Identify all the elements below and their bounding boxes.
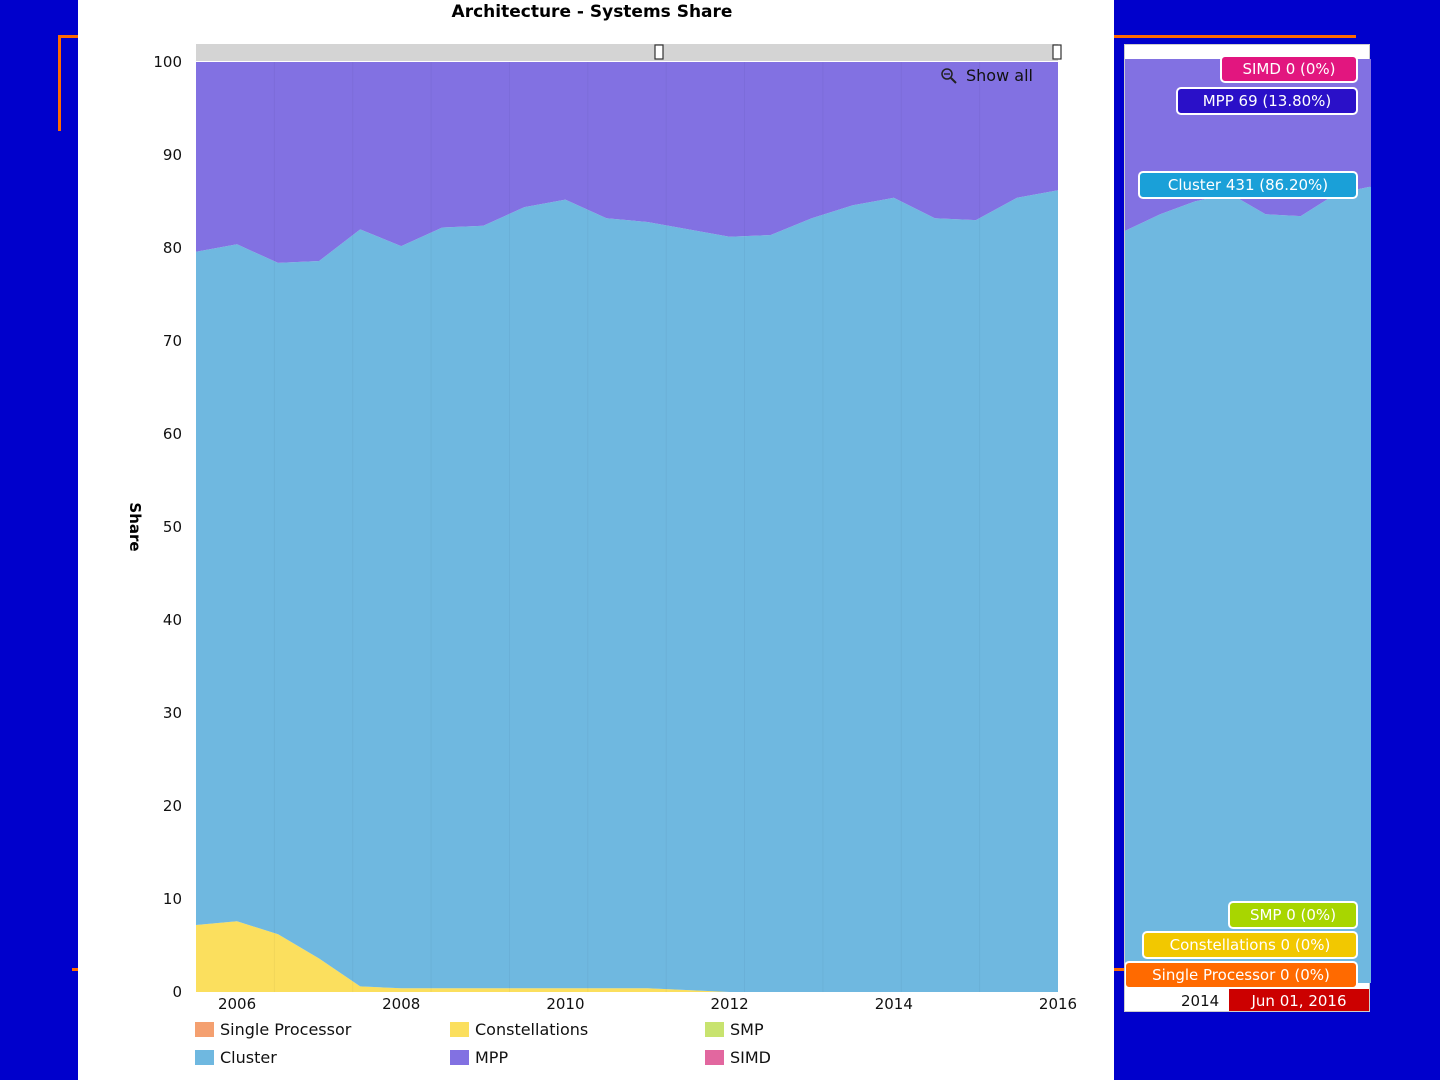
x-tick-label: 2006 xyxy=(218,995,256,1013)
legend-swatch xyxy=(450,1022,469,1037)
legend-swatch xyxy=(705,1022,724,1037)
y-tick-label: 70 xyxy=(163,332,182,350)
scrollbar-left-handle[interactable] xyxy=(654,44,664,60)
balloon-text: Cluster 431 (86.20%) xyxy=(1168,176,1328,194)
balloon-text: SMP 0 (0%) xyxy=(1250,906,1336,924)
side-area-cluster xyxy=(1125,186,1371,983)
legend-item-single-processor[interactable]: Single Processor xyxy=(195,1020,352,1039)
balloon-bg xyxy=(1125,961,1358,989)
area-chart: 0 10 20 30 40 50 60 70 80 90 100 2006 2008 2010 2012 2… xyxy=(126,44,1077,1067)
legend-label: SIMD xyxy=(730,1048,771,1067)
y-tick-label: 10 xyxy=(163,890,182,908)
balloon-bg xyxy=(1220,55,1358,83)
area-series-constellations[interactable] xyxy=(196,921,1058,992)
x-tick-label: 2014 xyxy=(875,995,913,1013)
balloon-text: MPP 69 (13.80%) xyxy=(1203,92,1332,110)
hover-panel: SIMD 0 (0%) MPP 69 (13.80%) Cluster 431 (8… xyxy=(1124,44,1371,1012)
balloon-text: SIMD 0 (0%) xyxy=(1242,60,1335,78)
date-label-bg xyxy=(1229,989,1369,1011)
scrollbar[interactable] xyxy=(196,44,1062,61)
y-axis-label: Share xyxy=(126,502,144,551)
y-tick-label: 40 xyxy=(163,611,182,629)
y-tick-label: 30 xyxy=(163,704,182,722)
x-tick-label: 2012 xyxy=(711,995,749,1013)
x-tick-label: 2008 xyxy=(382,995,420,1013)
orange-left-line xyxy=(58,35,61,131)
scrollbar-right-handle[interactable] xyxy=(1052,44,1062,60)
legend-label: Cluster xyxy=(220,1048,277,1067)
balloon-bg xyxy=(1228,901,1358,929)
area-series-cluster[interactable] xyxy=(196,190,1058,993)
area-series-mpp[interactable] xyxy=(196,62,1058,263)
balloon-text: Single Processor 0 (0%) xyxy=(1152,966,1330,984)
balloon-simd: SIMD 0 (0%) xyxy=(1220,55,1358,83)
legend-label: MPP xyxy=(475,1048,508,1067)
balloon-text: Constellations 0 (0%) xyxy=(1170,936,1331,954)
y-tick-label: 60 xyxy=(163,425,182,443)
legend-item-smp[interactable]: SMP xyxy=(705,1020,764,1039)
balloon-constellations: Constellations 0 (0%) xyxy=(1142,931,1358,959)
chart-panel: Architecture - Systems Share 0 10 20 30 40 50… xyxy=(78,0,1114,1080)
balloon-cluster: Cluster 431 (86.20%) xyxy=(1138,171,1358,199)
legend-label: Constellations xyxy=(475,1020,588,1039)
legend-label: SMP xyxy=(730,1020,764,1039)
legend-item-constellations[interactable]: Constellations xyxy=(450,1020,588,1039)
date-label: Jun 01, 2016 xyxy=(1250,992,1346,1010)
balloon-mpp: MPP 69 (13.80%) xyxy=(1176,87,1358,115)
balloon-bg xyxy=(1138,171,1358,199)
balloon-single: Single Processor 0 (0%) xyxy=(1125,961,1358,989)
legend-item-simd[interactable]: SIMD xyxy=(705,1048,771,1067)
balloon-smp: SMP 0 (0%) xyxy=(1228,901,1358,929)
legend-swatch xyxy=(450,1050,469,1065)
zoom-out-icon xyxy=(941,68,953,80)
side-axis-label: 2014 xyxy=(1181,992,1219,1010)
scrollbar-track[interactable] xyxy=(196,44,1058,61)
y-tick-label: 0 xyxy=(172,983,182,1001)
legend-item-cluster[interactable]: Cluster xyxy=(195,1048,277,1067)
x-tick-label: 2016 xyxy=(1039,995,1077,1013)
x-tick-label: 2010 xyxy=(546,995,584,1013)
y-tick-label: 80 xyxy=(163,239,182,257)
balloon-bg xyxy=(1176,87,1358,115)
balloon-bg xyxy=(1142,931,1358,959)
y-tick-label: 50 xyxy=(163,518,182,536)
legend-item-mpp[interactable]: MPP xyxy=(450,1048,508,1067)
y-tick-label: 90 xyxy=(163,146,182,164)
show-all-label[interactable]: Show all xyxy=(966,66,1033,85)
chart-title: Architecture - Systems Share xyxy=(451,2,733,22)
legend-swatch xyxy=(705,1050,724,1065)
legend-label: Single Processor xyxy=(220,1020,352,1039)
legend-swatch xyxy=(195,1022,214,1037)
legend-swatch xyxy=(195,1050,214,1065)
show-all-button[interactable]: Show all xyxy=(941,66,1033,85)
y-tick-label: 100 xyxy=(153,53,182,71)
y-tick-label: 20 xyxy=(163,797,182,815)
